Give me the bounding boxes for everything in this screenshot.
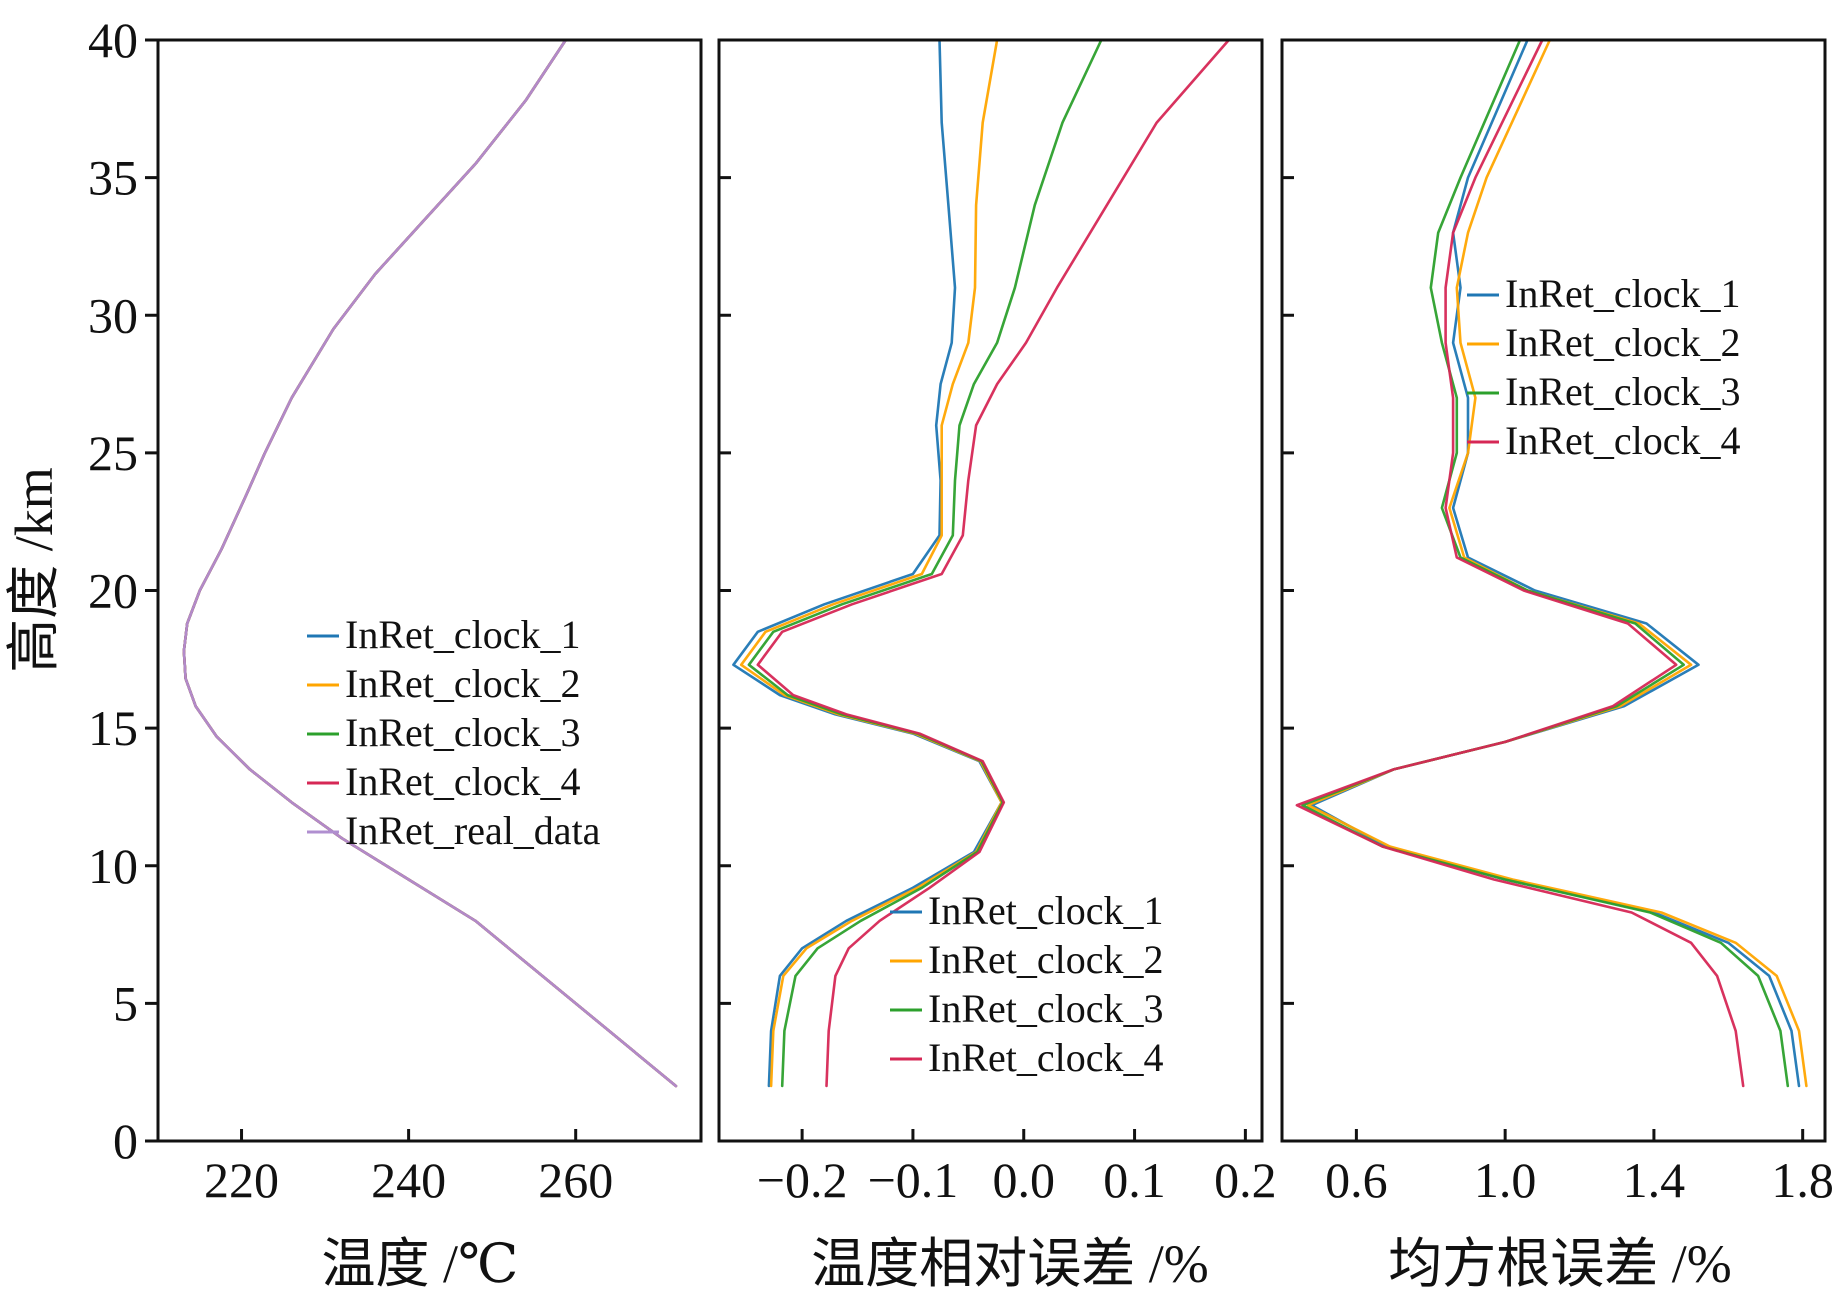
temperature-x-title: 温度 /℃ <box>322 1234 519 1294</box>
legend-item: InRet_clock_3 <box>307 710 581 755</box>
legend-item: InRet_clock_4 <box>890 1035 1164 1080</box>
y-tick-label: 20 <box>88 563 138 619</box>
legend-item: InRet_clock_3 <box>890 986 1164 1031</box>
x-tick-label: 0.2 <box>1214 1152 1277 1208</box>
y-tick-label: 15 <box>88 700 138 756</box>
series-line-inret-clock-4 <box>182 38 678 1088</box>
x-tick-label: 240 <box>371 1152 446 1208</box>
series-line-inret-clock-1 <box>1310 38 1801 1088</box>
y-tick-label: 0 <box>113 1113 138 1169</box>
x-tick-label: 260 <box>538 1152 613 1208</box>
relative-error-panel: −0.2 −0.1 0.0 0.1 0.2 温度相对误差 /% InRet_clock_… <box>717 38 1277 1294</box>
legend-item: InRet_clock_1 <box>307 612 581 657</box>
rmse-legend: InRet_clock_1InRet_clock_2InRet_clock_3I… <box>1467 271 1741 463</box>
x-tick-label: 220 <box>204 1152 279 1208</box>
legend-label: InRet_clock_1 <box>928 888 1164 933</box>
legend-item: InRet_clock_2 <box>307 661 581 706</box>
legend-item: InRet_clock_4 <box>1467 418 1741 463</box>
legend-label: InRet_clock_2 <box>1505 320 1741 365</box>
y-tick-label: 30 <box>88 287 138 343</box>
legend-item: InRet_clock_1 <box>890 888 1164 933</box>
x-tick-label: 1.4 <box>1623 1152 1686 1208</box>
temperature-plot-frame <box>156 38 703 1143</box>
series-line-inret-real-data <box>182 38 678 1088</box>
x-tick-label: 0.6 <box>1325 1152 1388 1208</box>
temperature-panel: 220 240 260 温度 /℃ InRet_clock_1InRet_clock… <box>156 38 703 1294</box>
rmse-x-ticks: 0.6 1.0 1.4 1.8 <box>1325 1129 1834 1208</box>
rmse-panel: 0.6 1.0 1.4 1.8 均方根误差 /% InRet_clock_1InRet… <box>1280 38 1834 1294</box>
y-tick-label: 35 <box>88 150 138 206</box>
temperature-x-ticks: 220 240 260 <box>204 1129 613 1208</box>
legend-label: InRet_clock_3 <box>1505 369 1741 414</box>
series-line-inret-clock-1 <box>732 38 1003 1088</box>
x-tick-label: 1.0 <box>1474 1152 1537 1208</box>
series-line-inret-clock-3 <box>182 38 678 1088</box>
legend-label: InRet_clock_2 <box>928 937 1164 982</box>
legend-item: InRet_clock_1 <box>1467 271 1741 316</box>
x-tick-label: 0.1 <box>1103 1152 1166 1208</box>
legend-label: InRet_clock_4 <box>1505 418 1741 463</box>
x-tick-label: 0.0 <box>992 1152 1055 1208</box>
legend-item: InRet_clock_2 <box>890 937 1164 982</box>
rmse-plot-frame <box>1280 38 1827 1143</box>
legend-label: InRet_real_data <box>345 808 601 853</box>
series-line-inret-clock-2 <box>1306 38 1808 1088</box>
y-tick-label: 40 <box>88 12 138 68</box>
legend-item: InRet_real_data <box>307 808 601 853</box>
series-line-inret-clock-4 <box>1295 38 1745 1088</box>
y-axis-ticks: 0 5 10 15 20 25 30 35 40 <box>88 12 158 1169</box>
x-tick-label: −0.1 <box>868 1152 959 1208</box>
legend-label: InRet_clock_1 <box>345 612 581 657</box>
x-tick-label: 1.8 <box>1771 1152 1834 1208</box>
legend-label: InRet_clock_1 <box>1505 271 1741 316</box>
legend-label: InRet_clock_4 <box>345 759 581 804</box>
y-tick-label: 25 <box>88 425 138 481</box>
legend-label: InRet_clock_4 <box>928 1035 1164 1080</box>
legend-item: InRet_clock_2 <box>1467 320 1741 365</box>
relative-error-x-ticks: −0.2 −0.1 0.0 0.1 0.2 <box>757 1129 1277 1208</box>
relative-error-legend: InRet_clock_1InRet_clock_2InRet_clock_3I… <box>890 888 1164 1080</box>
series-line-inret-clock-3 <box>1301 38 1790 1088</box>
series-line-inret-clock-3 <box>747 38 1103 1088</box>
legend-item: InRet_clock_4 <box>307 759 581 804</box>
series-line-inret-clock-4 <box>756 38 1231 1088</box>
relative-error-series-layer <box>732 38 1231 1088</box>
y-tick-label: 10 <box>88 838 138 894</box>
series-line-inret-clock-1 <box>182 38 678 1088</box>
rmse-x-title: 均方根误差 /% <box>1388 1234 1732 1294</box>
legend-item: InRet_clock_3 <box>1467 369 1741 414</box>
y-tick-label: 5 <box>113 975 138 1031</box>
x-tick-label: −0.2 <box>757 1152 848 1208</box>
legend-label: InRet_clock_3 <box>345 710 581 755</box>
y-axis-title: 高度 /km <box>4 467 64 673</box>
legend-label: InRet_clock_3 <box>928 986 1164 1031</box>
series-line-inret-clock-2 <box>739 38 1003 1088</box>
temperature-legend: InRet_clock_1InRet_clock_2InRet_clock_3I… <box>307 612 601 853</box>
legend-label: InRet_clock_2 <box>345 661 581 706</box>
series-line-inret-clock-2 <box>182 38 678 1088</box>
relative-error-x-title: 温度相对误差 /% <box>811 1234 1209 1294</box>
rmse-series-layer <box>1295 38 1808 1088</box>
temperature-series-layer <box>182 38 678 1088</box>
